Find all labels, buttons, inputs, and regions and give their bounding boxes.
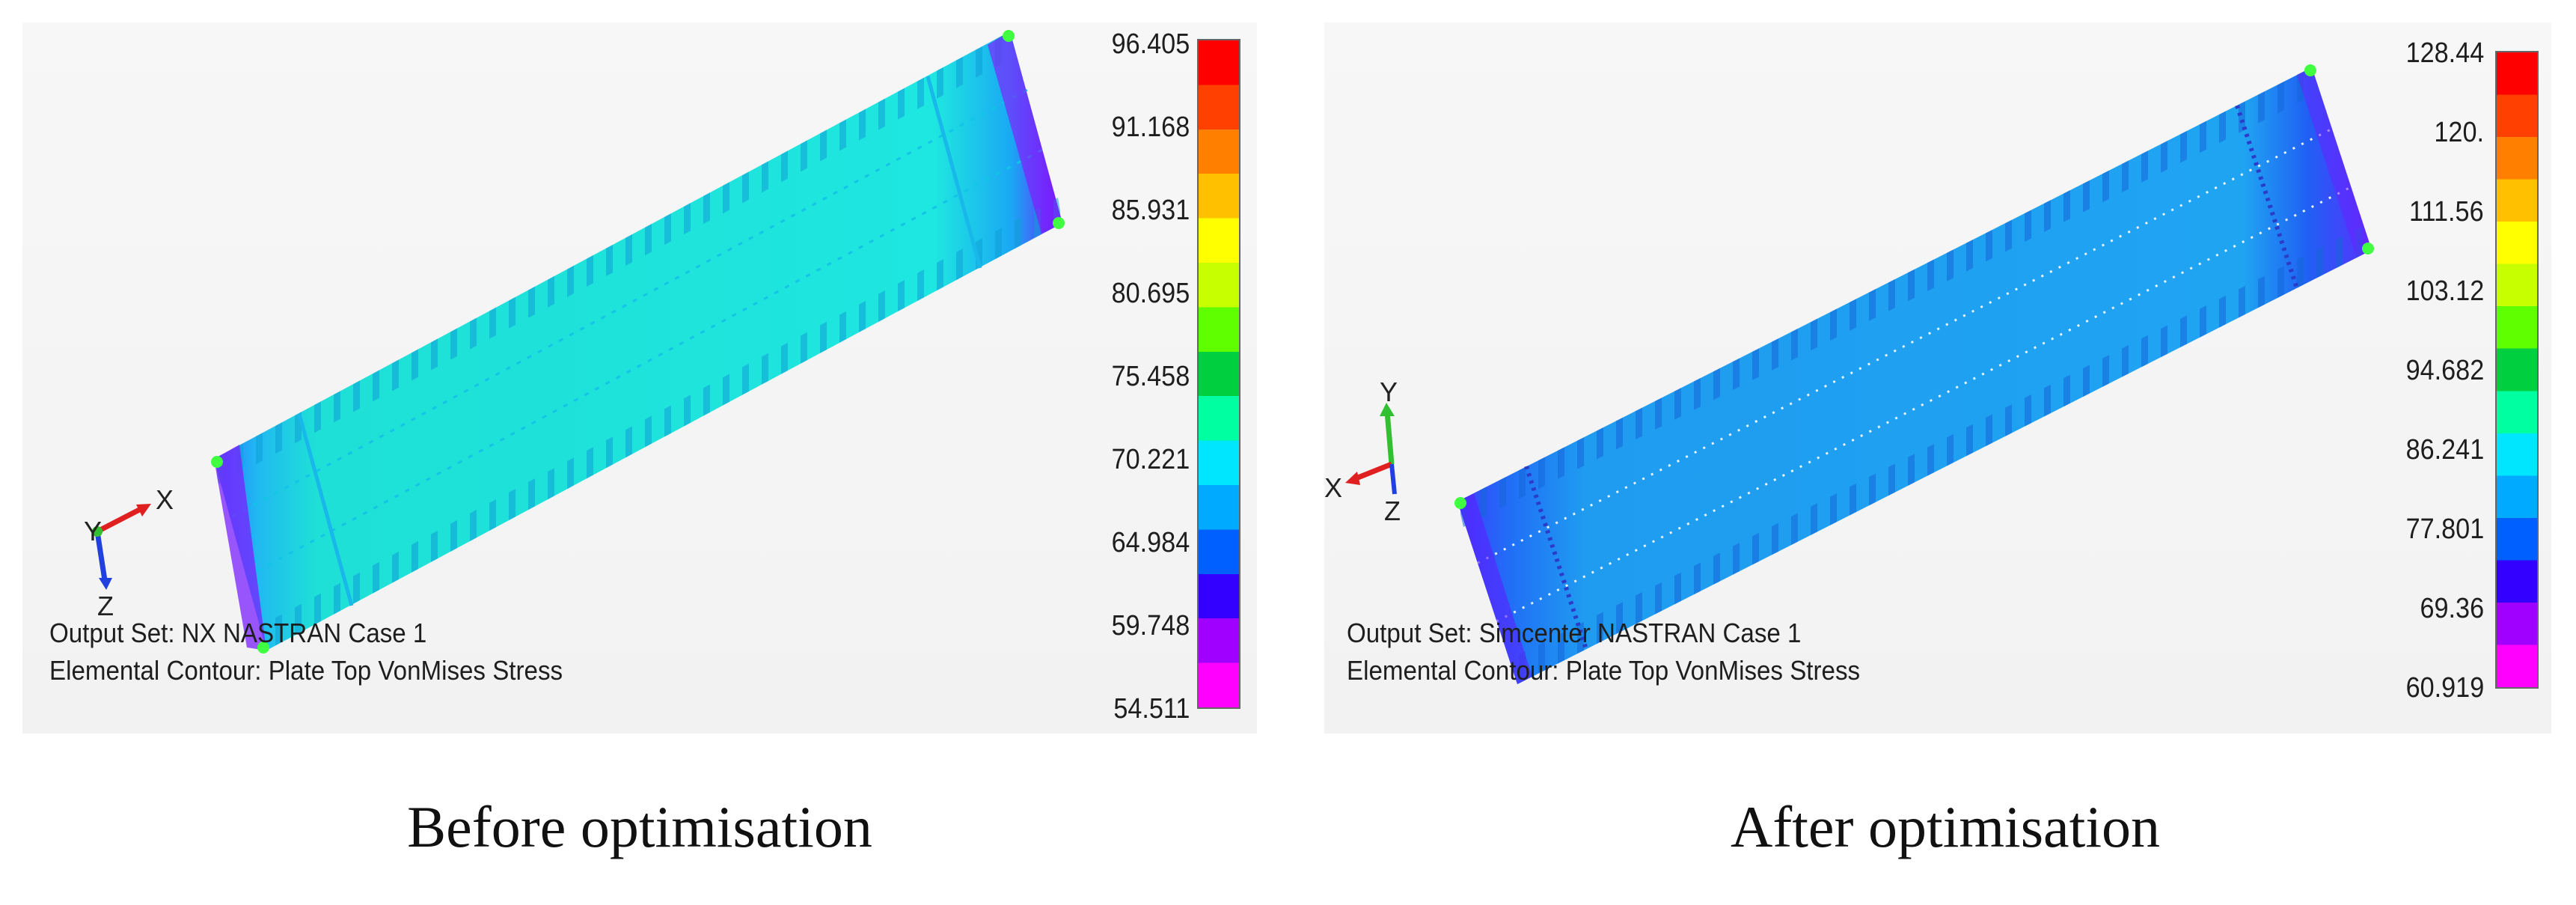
legend-tick: 60.919	[2405, 672, 2484, 704]
output-set-label: Output Set: Simcenter NASTRAN Case 1	[1347, 618, 1802, 648]
legend-tick: 111.56	[2409, 196, 2484, 228]
color-scale-ticks: 128.44 120. 111.56 103.12 94.682 86.241 …	[2289, 37, 2484, 704]
contour-label: Elemental Contour: Plate Top VonMises St…	[1347, 655, 1861, 686]
output-set-label: Output Set: NX NASTRAN Case 1	[49, 618, 427, 648]
legend-tick: 54.511	[1113, 693, 1190, 725]
x-axis-arrow	[96, 505, 145, 534]
plate-mesh	[1454, 64, 2374, 684]
z-axis-label: Z	[1384, 496, 1401, 526]
plate-mesh	[211, 30, 1065, 653]
y-axis-label: Y	[1380, 377, 1398, 407]
legend-tick: 75.458	[1111, 361, 1190, 392]
legend-tick: 91.168	[1111, 112, 1190, 143]
legend-tick: 64.984	[1111, 527, 1190, 558]
axis-triad: Y X Z	[1324, 377, 1401, 526]
legend-tick: 94.682	[2405, 355, 2484, 386]
legend-tick: 128.44	[2405, 37, 2484, 69]
fem-viewport: Y X Z	[1324, 22, 2551, 734]
panel-after-optimisation: Y X Z Output Set: Simcenter NASTRAN Case…	[1324, 22, 2551, 734]
legend-tick: 120.	[2434, 117, 2484, 148]
fem-viewport: X Y Z	[22, 22, 1257, 734]
y-axis-arrow	[92, 526, 103, 537]
color-scale-bar	[1197, 39, 1240, 709]
caption-after: After optimisation	[1730, 794, 2161, 859]
legend-tick: 85.931	[1111, 195, 1190, 226]
legend-tick: 96.405	[1111, 28, 1190, 60]
legend-tick: 80.695	[1111, 278, 1190, 309]
y-axis-arrow	[1384, 411, 1395, 465]
x-axis-label: X	[1324, 472, 1342, 503]
panel-before-optimisation: X Y Z Output Set: NX NASTRAN Case 1 Elem…	[22, 22, 1257, 734]
z-axis-arrow	[94, 531, 108, 581]
color-scale-bar	[2495, 51, 2539, 689]
legend-tick: 77.801	[2405, 514, 2484, 545]
y-axis-label: Y	[84, 516, 102, 546]
x-axis-arrow	[1353, 461, 1393, 482]
legend-tick: 70.221	[1111, 444, 1190, 475]
x-axis-label: X	[156, 484, 174, 515]
z-axis-arrow	[1389, 463, 1397, 495]
axis-triad: X Y Z	[84, 484, 174, 621]
contour-label: Elemental Contour: Plate Top VonMises St…	[49, 655, 563, 686]
legend-tick: 59.748	[1111, 610, 1190, 642]
color-scale-ticks: 96.405 91.168 85.931 80.695 75.458 70.22…	[995, 28, 1190, 725]
z-axis-label: Z	[97, 591, 114, 621]
caption-before: Before optimisation	[407, 794, 872, 859]
legend-tick: 69.36	[2420, 593, 2484, 624]
legend-tick: 103.12	[2405, 275, 2484, 307]
legend-tick: 86.241	[2405, 434, 2484, 466]
